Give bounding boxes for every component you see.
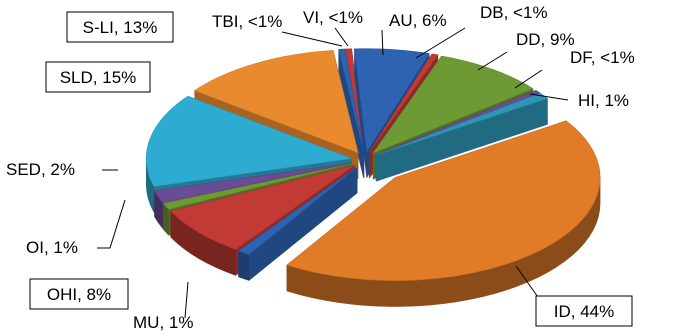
label-box-sld <box>45 61 151 93</box>
data-label-vi: VI, <1% <box>303 8 363 27</box>
leader-line-vi <box>334 27 349 47</box>
data-label-dd: DD, 9% <box>516 30 575 49</box>
leader-line-tbi <box>281 31 343 47</box>
data-label-df: DF, <1% <box>570 48 635 67</box>
label-box-s-li <box>66 11 174 43</box>
pie-slice-mu <box>237 166 358 282</box>
leader-line-df <box>514 69 543 89</box>
data-label-ohi: OHI, 8% <box>47 285 111 304</box>
data-label-sld: SLD, 15% <box>60 68 137 87</box>
leader-line-mu <box>184 281 189 319</box>
data-label-au: AU, 6% <box>389 11 447 30</box>
slices-layer <box>145 48 601 307</box>
pie-slice-tbi <box>338 48 364 178</box>
data-label-s-li: S-LI, 13% <box>83 18 158 37</box>
data-label-oi: OI, 1% <box>26 238 78 257</box>
data-label-tbi: TBI, <1% <box>212 12 282 31</box>
leader-line-hi <box>529 93 569 101</box>
leader-line-dd <box>477 51 508 71</box>
leader-line-au <box>381 29 384 56</box>
data-label-hi: HI, 1% <box>578 91 629 110</box>
data-label-sed: SED, 2% <box>6 160 75 179</box>
leader-line-oi <box>97 199 126 249</box>
data-label-id: ID, 44% <box>554 302 614 321</box>
label-box-id <box>535 295 633 327</box>
data-label-mu: MU, 1% <box>133 313 193 332</box>
leader-line-db <box>415 27 466 59</box>
data-label-db: DB, <1% <box>480 3 548 22</box>
data-labels: S-LI, 13% TBI, <1% VI, <1% AU, 6% DB, <1… <box>6 3 635 332</box>
label-box-ohi <box>29 278 129 310</box>
pie-slice-hi <box>376 92 549 182</box>
leader-lines <box>97 27 569 319</box>
leader-line-id <box>515 265 541 301</box>
